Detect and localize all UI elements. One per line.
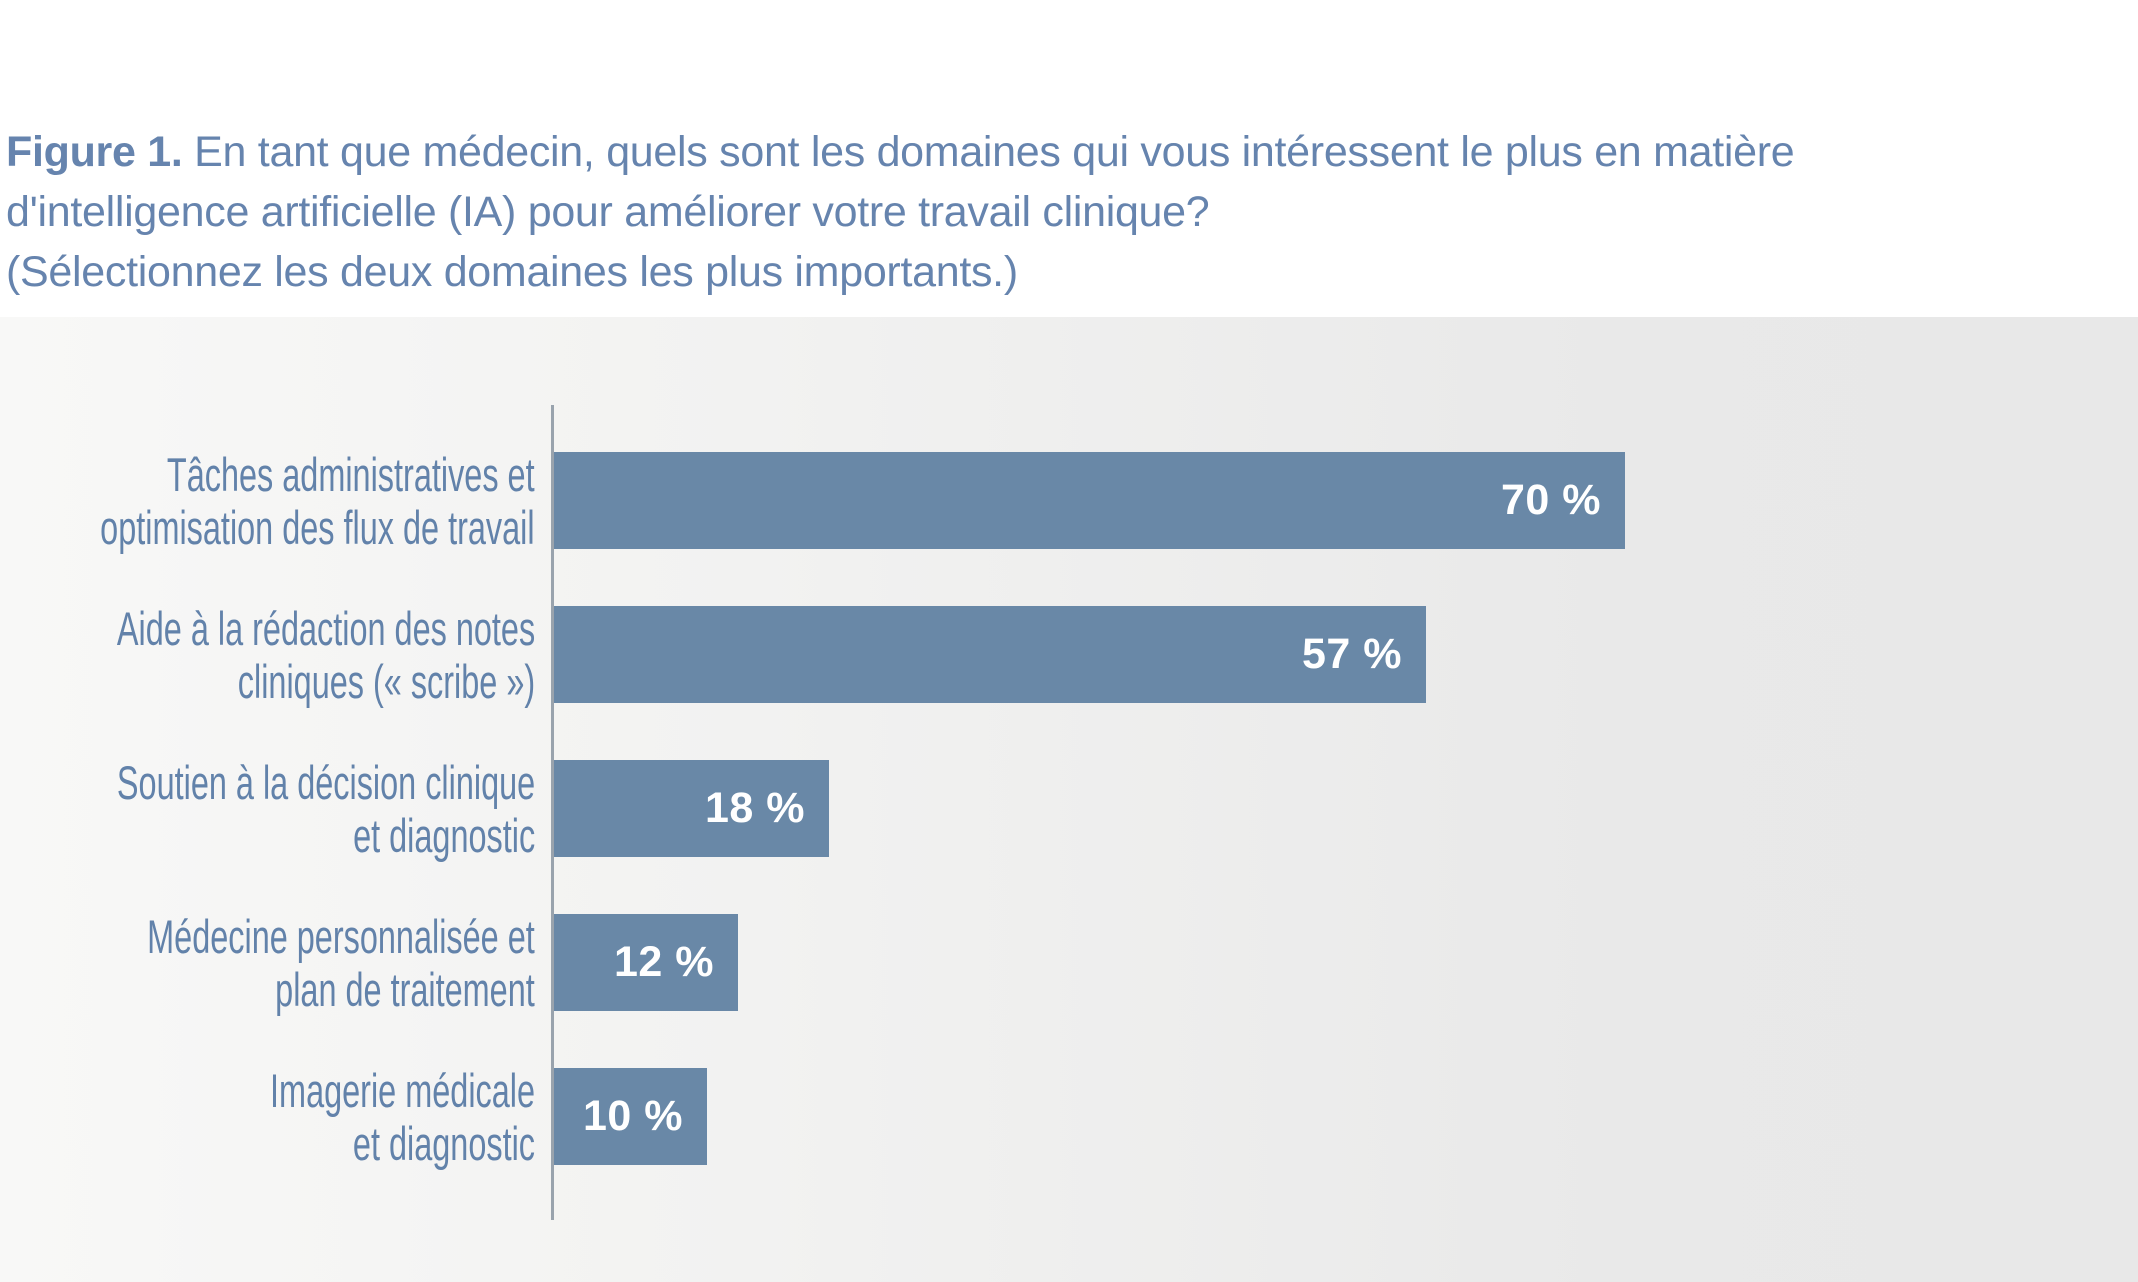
value-label: 10 %	[582, 1092, 683, 1140]
bar: 70 %	[554, 452, 1625, 549]
category-label: Tâches administratives et optimisation de…	[0, 448, 535, 554]
bar: 18 %	[554, 760, 829, 857]
figure-title-line3: (Sélectionnez les deux domaines les plus…	[6, 248, 1018, 296]
y-axis-line	[551, 405, 554, 1220]
figure-title-line1-text: En tant que médecin, quels sont les doma…	[182, 128, 1795, 176]
chart-panel: Tâches administratives et optimisation de…	[0, 317, 2138, 1282]
bar: 57 %	[554, 606, 1426, 703]
category-label: Médecine personnalisée et plan de traitem…	[0, 910, 535, 1016]
figure-title: Figure 1. En tant que médecin, quels son…	[6, 122, 2086, 302]
figure-number-label: Figure 1.	[6, 128, 183, 176]
value-label: 70 %	[1500, 476, 1601, 524]
category-label: Soutien à la décision clinique et diagnos…	[0, 756, 535, 862]
category-label-text: Soutien à la décision clinique et diagnos…	[116, 755, 535, 862]
value-label: 57 %	[1301, 630, 1402, 678]
figure-title-line1: Figure 1. En tant que médecin, quels son…	[6, 122, 2086, 182]
category-label-text: Médecine personnalisée et plan de traitem…	[147, 909, 535, 1016]
category-label-text: Tâches administratives et optimisation de…	[100, 447, 535, 554]
bar: 10 %	[554, 1068, 707, 1165]
category-label-text: Aide à la rédaction des notes cliniques (…	[116, 601, 535, 708]
category-label: Aide à la rédaction des notes cliniques (…	[0, 602, 535, 708]
figure-title-line2: d'intelligence artificielle (IA) pour am…	[6, 188, 1210, 236]
category-label-text: Imagerie médicale et diagnostic	[270, 1063, 535, 1170]
bar: 12 %	[554, 914, 738, 1011]
bars-column: 70 % 57 % 18 % 12 % 10 %	[554, 452, 1625, 1165]
category-labels-column: Tâches administratives et optimisation de…	[0, 448, 535, 1170]
category-label: Imagerie médicale et diagnostic	[0, 1064, 535, 1170]
value-label: 12 %	[613, 938, 714, 986]
value-label: 18 %	[704, 784, 805, 832]
